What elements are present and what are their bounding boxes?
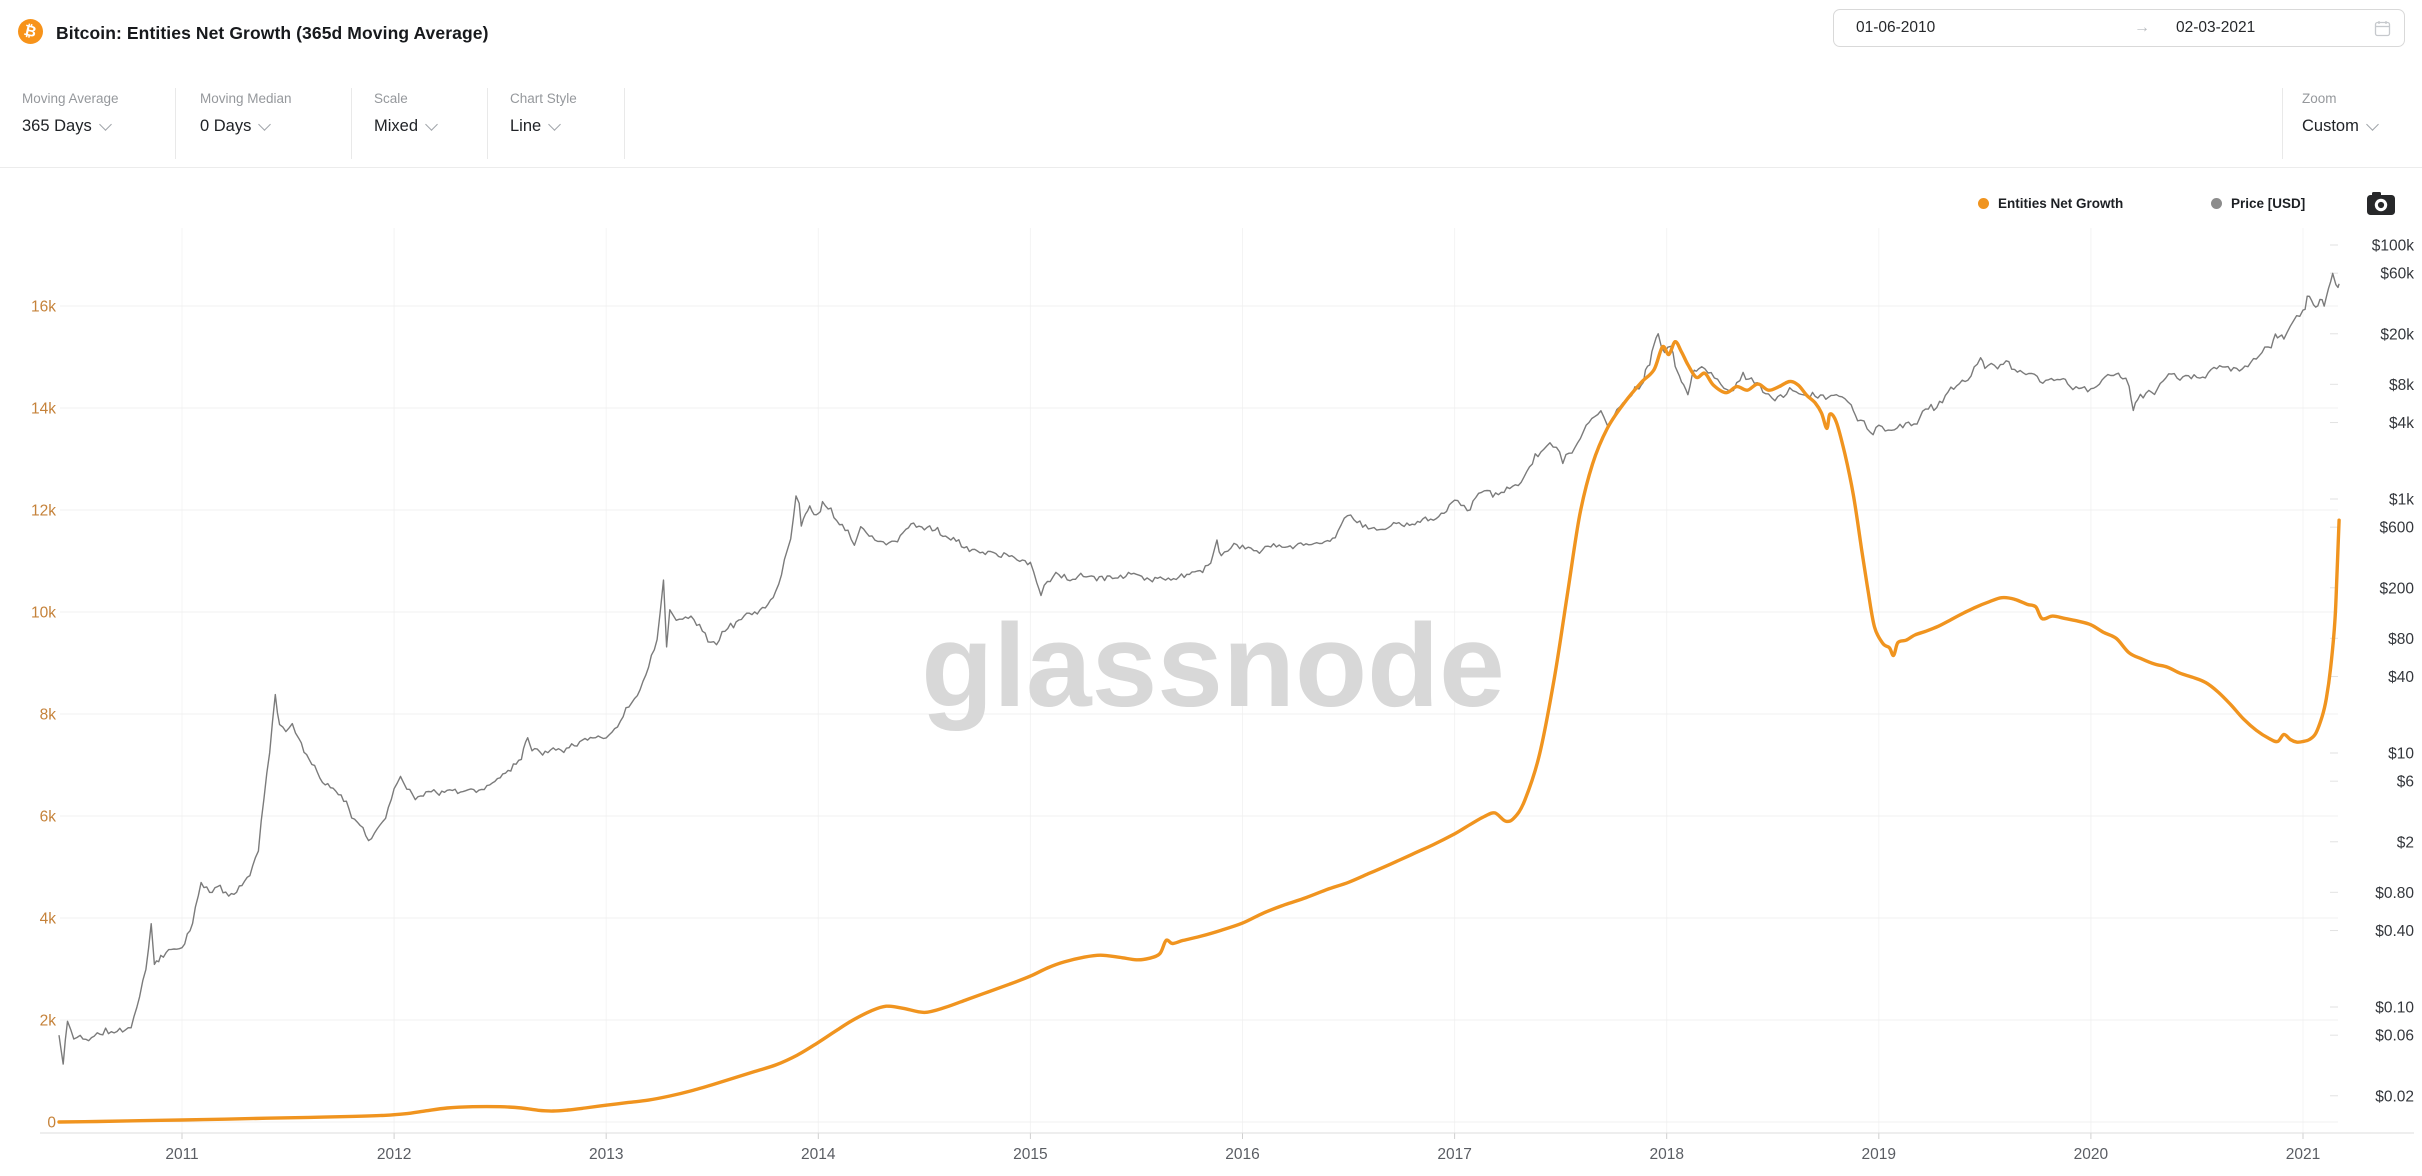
date-end-input[interactable]: 02-03-2021 bbox=[2176, 19, 2256, 36]
right-axis-label: $0.06 bbox=[2375, 1028, 2414, 1045]
left-axis-label: 6k bbox=[40, 809, 57, 826]
divider bbox=[351, 88, 352, 159]
x-axis-label: 2011 bbox=[165, 1146, 198, 1163]
x-axis-label: 2018 bbox=[1649, 1146, 1683, 1163]
x-axis-label: 2020 bbox=[2074, 1146, 2109, 1163]
header-bar: ₿ Bitcoin: Entities Net Growth (365d Mov… bbox=[0, 0, 2422, 81]
left-axis-label: 10k bbox=[31, 605, 56, 622]
right-axis-label: $60k bbox=[2380, 266, 2414, 283]
legend-dot-icon bbox=[2211, 198, 2222, 209]
x-axis-label: 2012 bbox=[377, 1146, 411, 1163]
x-axis-label: 2017 bbox=[1437, 1146, 1471, 1163]
bitcoin-icon: ₿ bbox=[18, 19, 43, 44]
right-axis-label: $0.02 bbox=[2375, 1088, 2414, 1105]
right-axis-label: $2 bbox=[2397, 834, 2414, 851]
date-start-input[interactable]: 01-06-2010 bbox=[1856, 19, 1936, 36]
right-axis-label: $40 bbox=[2388, 669, 2414, 686]
right-axis-label: $600 bbox=[2380, 520, 2415, 537]
x-axis-label: 2019 bbox=[1862, 1146, 1896, 1163]
divider bbox=[2282, 88, 2283, 159]
right-axis-label: $200 bbox=[2380, 580, 2415, 597]
divider bbox=[487, 88, 488, 159]
price-usd-line bbox=[58, 272, 2340, 1065]
dropdown-value[interactable]: 365 Days bbox=[22, 117, 92, 135]
divider bbox=[624, 88, 625, 159]
left-axis-label: 4k bbox=[40, 911, 57, 928]
dropdown-label: Moving Median bbox=[200, 91, 292, 106]
entities-net-growth-line bbox=[57, 340, 2341, 1124]
x-axis-label: 2013 bbox=[589, 1146, 623, 1163]
dropdown-value[interactable]: Custom bbox=[2302, 117, 2359, 135]
left-axis-label: 16k bbox=[31, 299, 56, 316]
right-axis-label: $0.10 bbox=[2375, 1000, 2414, 1017]
right-axis-label: $0.80 bbox=[2375, 885, 2414, 902]
dropdown-value[interactable]: Mixed bbox=[374, 117, 419, 135]
right-axis-label: $6 bbox=[2397, 774, 2414, 791]
page-title: Bitcoin: Entities Net Growth (365d Movin… bbox=[56, 22, 489, 43]
x-axis-label: 2021 bbox=[2286, 1146, 2320, 1163]
dropdown-label: Chart Style bbox=[510, 91, 577, 106]
camera-icon[interactable] bbox=[2366, 191, 2396, 222]
date-range-picker[interactable]: 01-06-2010 → 02-03-2021 bbox=[1833, 9, 2405, 47]
calendar-icon[interactable] bbox=[2374, 20, 2391, 42]
legend-label: Price [USD] bbox=[2231, 196, 2306, 211]
right-axis-label: $0.40 bbox=[2375, 923, 2414, 940]
right-axis-label: $10 bbox=[2388, 746, 2414, 763]
legend-dot-icon bbox=[1978, 198, 1989, 209]
right-axis-label: $20k bbox=[2380, 326, 2414, 343]
left-axis-label: 2k bbox=[40, 1013, 57, 1030]
x-axis-label: 2014 bbox=[801, 1146, 836, 1163]
divider bbox=[175, 88, 176, 159]
left-axis-label: 12k bbox=[31, 503, 56, 520]
left-axis-label: 8k bbox=[40, 707, 57, 724]
chart-toolbar: Moving Average 365 Days Moving Median 0 … bbox=[0, 80, 2422, 168]
legend-item-price-usd[interactable]: Price [USD] bbox=[2211, 196, 2305, 211]
legend-item-entities-net-growth[interactable]: Entities Net Growth bbox=[1978, 196, 2123, 211]
dropdown-label: Zoom bbox=[2302, 91, 2337, 106]
arrow-right-icon: → bbox=[2134, 19, 2150, 36]
right-axis-label: $1k bbox=[2389, 492, 2414, 509]
dropdown-value[interactable]: Line bbox=[510, 117, 542, 135]
dropdown-value[interactable]: 0 Days bbox=[200, 117, 252, 135]
left-axis-label: 14k bbox=[31, 401, 56, 418]
left-axis-label: 0 bbox=[47, 1115, 56, 1132]
x-axis-label: 2015 bbox=[1013, 1146, 1047, 1163]
right-axis-label: $4k bbox=[2389, 415, 2414, 432]
x-axis-label: 2016 bbox=[1225, 1146, 1259, 1163]
legend-label: Entities Net Growth bbox=[1998, 196, 2124, 211]
dropdown-label: Scale bbox=[374, 91, 408, 106]
right-axis-label: $80 bbox=[2388, 631, 2414, 648]
dropdown-label: Moving Average bbox=[22, 91, 119, 106]
watermark: glassnode bbox=[921, 600, 1505, 732]
right-axis-label: $8k bbox=[2389, 377, 2414, 394]
right-axis-label: $100k bbox=[2372, 238, 2414, 255]
